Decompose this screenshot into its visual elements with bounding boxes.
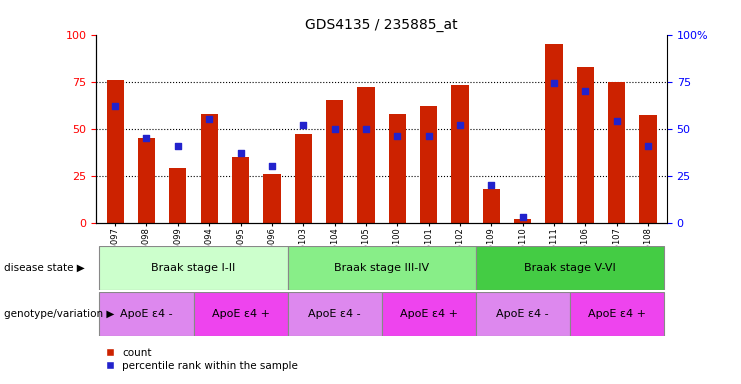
Point bbox=[391, 133, 403, 139]
Bar bbox=[382, 292, 476, 336]
Bar bbox=[476, 246, 664, 290]
Bar bbox=[169, 168, 187, 223]
Point bbox=[611, 118, 622, 124]
Point bbox=[266, 163, 278, 169]
Text: ApoE ε4 -: ApoE ε4 - bbox=[308, 309, 361, 319]
Legend: count, percentile rank within the sample: count, percentile rank within the sample bbox=[102, 344, 302, 375]
Point bbox=[454, 122, 466, 128]
Text: genotype/variation ▶: genotype/variation ▶ bbox=[4, 309, 114, 319]
Bar bbox=[357, 87, 374, 223]
Bar bbox=[476, 292, 570, 336]
Bar bbox=[639, 116, 657, 223]
Bar bbox=[107, 80, 124, 223]
Point bbox=[485, 182, 497, 188]
Point bbox=[203, 116, 215, 122]
Bar bbox=[570, 292, 664, 336]
Point bbox=[297, 122, 309, 128]
Text: Braak stage V-VI: Braak stage V-VI bbox=[524, 263, 616, 273]
Bar bbox=[608, 82, 625, 223]
Bar bbox=[99, 246, 288, 290]
Point bbox=[579, 88, 591, 94]
Text: ApoE ε4 +: ApoE ε4 + bbox=[399, 309, 458, 319]
Point bbox=[172, 142, 184, 149]
Point bbox=[360, 126, 372, 132]
Bar bbox=[232, 157, 249, 223]
Bar bbox=[545, 44, 562, 223]
Bar bbox=[389, 114, 406, 223]
Point bbox=[642, 142, 654, 149]
Text: ApoE ε4 -: ApoE ε4 - bbox=[120, 309, 173, 319]
Text: ApoE ε4 +: ApoE ε4 + bbox=[588, 309, 645, 319]
Bar bbox=[201, 114, 218, 223]
Bar bbox=[295, 134, 312, 223]
Bar bbox=[138, 138, 155, 223]
Bar bbox=[326, 101, 343, 223]
Text: ApoE ε4 +: ApoE ε4 + bbox=[211, 309, 270, 319]
Bar bbox=[514, 219, 531, 223]
Bar bbox=[288, 246, 476, 290]
Text: ApoE ε4 -: ApoE ε4 - bbox=[496, 309, 549, 319]
Point bbox=[109, 103, 121, 109]
Bar bbox=[451, 85, 468, 223]
Bar bbox=[576, 66, 594, 223]
Bar bbox=[193, 292, 288, 336]
Point bbox=[329, 126, 341, 132]
Text: Braak stage III-IV: Braak stage III-IV bbox=[334, 263, 429, 273]
Text: disease state ▶: disease state ▶ bbox=[4, 263, 84, 273]
Point bbox=[516, 214, 528, 220]
Point bbox=[548, 80, 560, 86]
Bar bbox=[263, 174, 281, 223]
Bar bbox=[482, 189, 500, 223]
Text: Braak stage I-II: Braak stage I-II bbox=[151, 263, 236, 273]
Bar bbox=[99, 292, 193, 336]
Title: GDS4135 / 235885_at: GDS4135 / 235885_at bbox=[305, 18, 458, 32]
Point bbox=[235, 150, 247, 156]
Point bbox=[141, 135, 153, 141]
Point bbox=[422, 133, 434, 139]
Bar bbox=[420, 106, 437, 223]
Bar bbox=[288, 292, 382, 336]
